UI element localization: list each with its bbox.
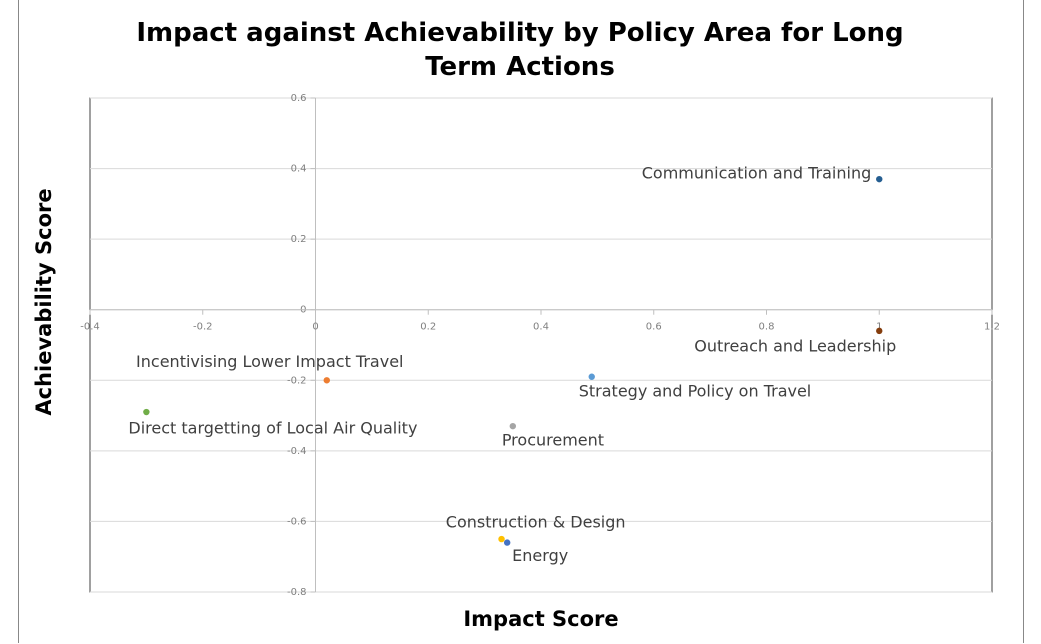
data-label: Incentivising Lower Impact Travel: [136, 352, 403, 371]
y-tick-label: 0.4: [291, 164, 307, 175]
x-tick-label: 1: [876, 322, 882, 333]
point: [876, 327, 883, 335]
data-label: Construction & Design: [446, 513, 626, 532]
x-tick-label: -0.2: [193, 322, 213, 333]
data-label: Direct targetting of Local Air Quality: [128, 419, 417, 438]
x-tick-label: 1.2: [984, 322, 1000, 333]
point: [498, 535, 505, 543]
data-label: Outreach and Leadership: [694, 336, 896, 355]
y-tick-label: 0.6: [291, 93, 307, 104]
data-label: Energy: [512, 546, 568, 565]
y-tick-label: -0.4: [287, 446, 307, 457]
point: [323, 377, 330, 384]
x-tick-label: 0.4: [533, 322, 549, 333]
point: [588, 373, 595, 380]
y-tick-label: -0.2: [287, 375, 307, 386]
x-tick-label: 0.8: [759, 322, 775, 333]
data-label: Strategy and Policy on Travel: [579, 381, 812, 400]
point: [509, 422, 517, 430]
y-tick-label: 0.2: [291, 234, 307, 245]
x-tick-label: -0.4: [80, 322, 100, 333]
frame: [18, 0, 1024, 643]
x-axis-title: Impact Score: [463, 607, 618, 631]
y-axis-title: Achievability Score: [32, 188, 56, 415]
data-label: Procurement: [502, 431, 604, 450]
x-tick-label: 0.6: [646, 322, 662, 333]
x-tick-label: 0.2: [420, 322, 436, 333]
chart-title: Impact against Achievability by Policy A…: [136, 18, 904, 82]
x-tick-label: 0: [312, 322, 318, 333]
point: [503, 539, 511, 546]
point: [143, 408, 150, 416]
y-tick-label: -0.6: [287, 516, 307, 527]
point: [876, 175, 883, 183]
data-label: Communication and Training: [642, 164, 872, 183]
y-tick-label: -0.8: [287, 587, 307, 598]
